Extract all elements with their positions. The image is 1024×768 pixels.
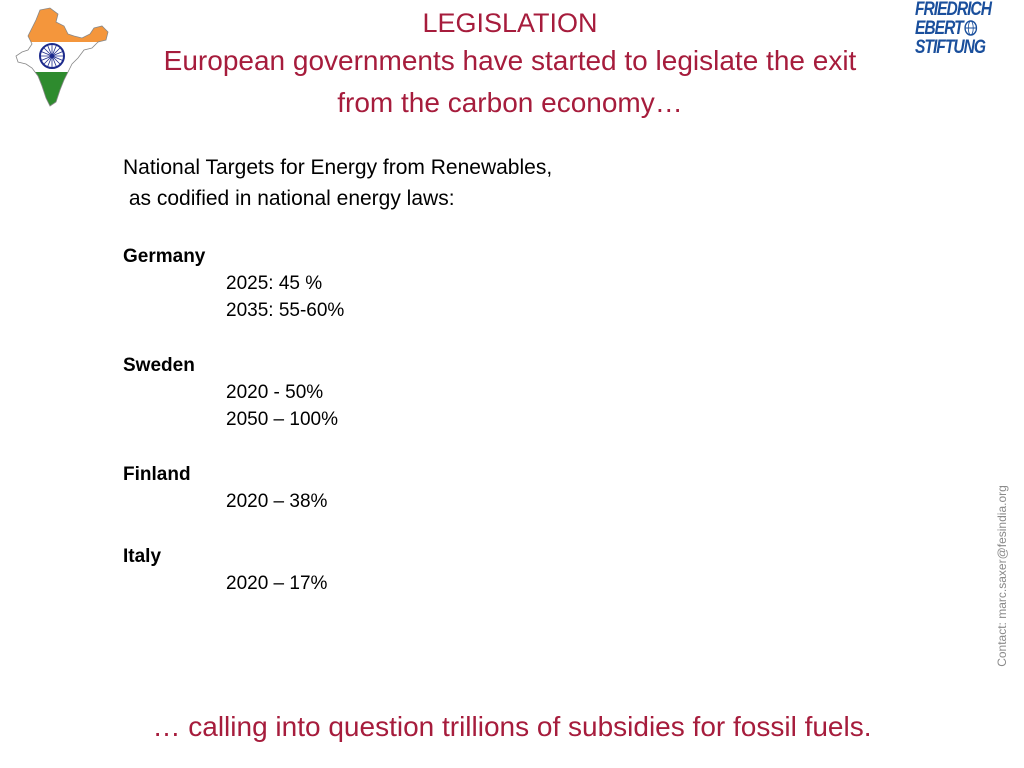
contact-text: Contact: marc.saxer@fesindia.org [995, 485, 1009, 667]
country-name: Italy [123, 546, 162, 567]
title-subtitle-line-2: from the carbon economy… [337, 87, 683, 118]
targets-list: Germany 2025: 45 % 2035: 55-60% Sweden 2… [123, 243, 344, 597]
fes-logo: FRIEDRICH EBERT STIFTUNG [915, 0, 1005, 62]
country-name: Sweden [123, 355, 195, 376]
intro-text: National Targets for Energy from Renewab… [123, 152, 552, 214]
globe-icon [964, 20, 978, 36]
logo-line-3: STIFTUNG [915, 37, 986, 58]
title-heading: LEGISLATION [422, 8, 598, 38]
india-flag-map-icon [15, 7, 109, 107]
target-value: 2020 – 38% [226, 491, 328, 512]
target-value: 2020 – 17% [226, 573, 328, 594]
title-subtitle-line-1: European governments have started to leg… [163, 45, 857, 76]
intro-line-2: as codified in national energy laws: [123, 187, 455, 210]
country-name: Finland [123, 464, 191, 485]
slide-title: LEGISLATION European governments have st… [105, 6, 915, 124]
intro-line-1: National Targets for Energy from Renewab… [123, 156, 553, 179]
target-value: 2025: 45 % [226, 273, 323, 294]
target-value: 2035: 55-60% [226, 300, 345, 321]
country-name: Germany [123, 246, 206, 267]
ashoka-chakra-icon [39, 43, 65, 69]
target-value: 2050 – 100% [226, 409, 338, 430]
footer-text: … calling into question trillions of sub… [152, 711, 872, 742]
logo-line-2: EBERT [915, 18, 964, 39]
logo-line-1: FRIEDRICH [915, 0, 992, 20]
target-value: 2020 - 50% [226, 382, 324, 403]
